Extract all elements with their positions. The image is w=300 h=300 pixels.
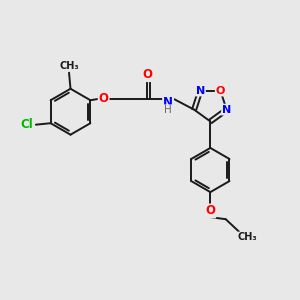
Text: N: N xyxy=(163,96,173,109)
Text: N: N xyxy=(196,85,205,95)
Text: N: N xyxy=(222,105,231,115)
Text: Cl: Cl xyxy=(20,118,33,131)
Text: O: O xyxy=(216,85,225,95)
Text: CH₃: CH₃ xyxy=(238,232,258,242)
Text: O: O xyxy=(142,68,152,81)
Text: O: O xyxy=(206,205,215,218)
Text: H: H xyxy=(164,105,172,115)
Text: O: O xyxy=(99,92,109,105)
Text: CH₃: CH₃ xyxy=(59,61,79,71)
